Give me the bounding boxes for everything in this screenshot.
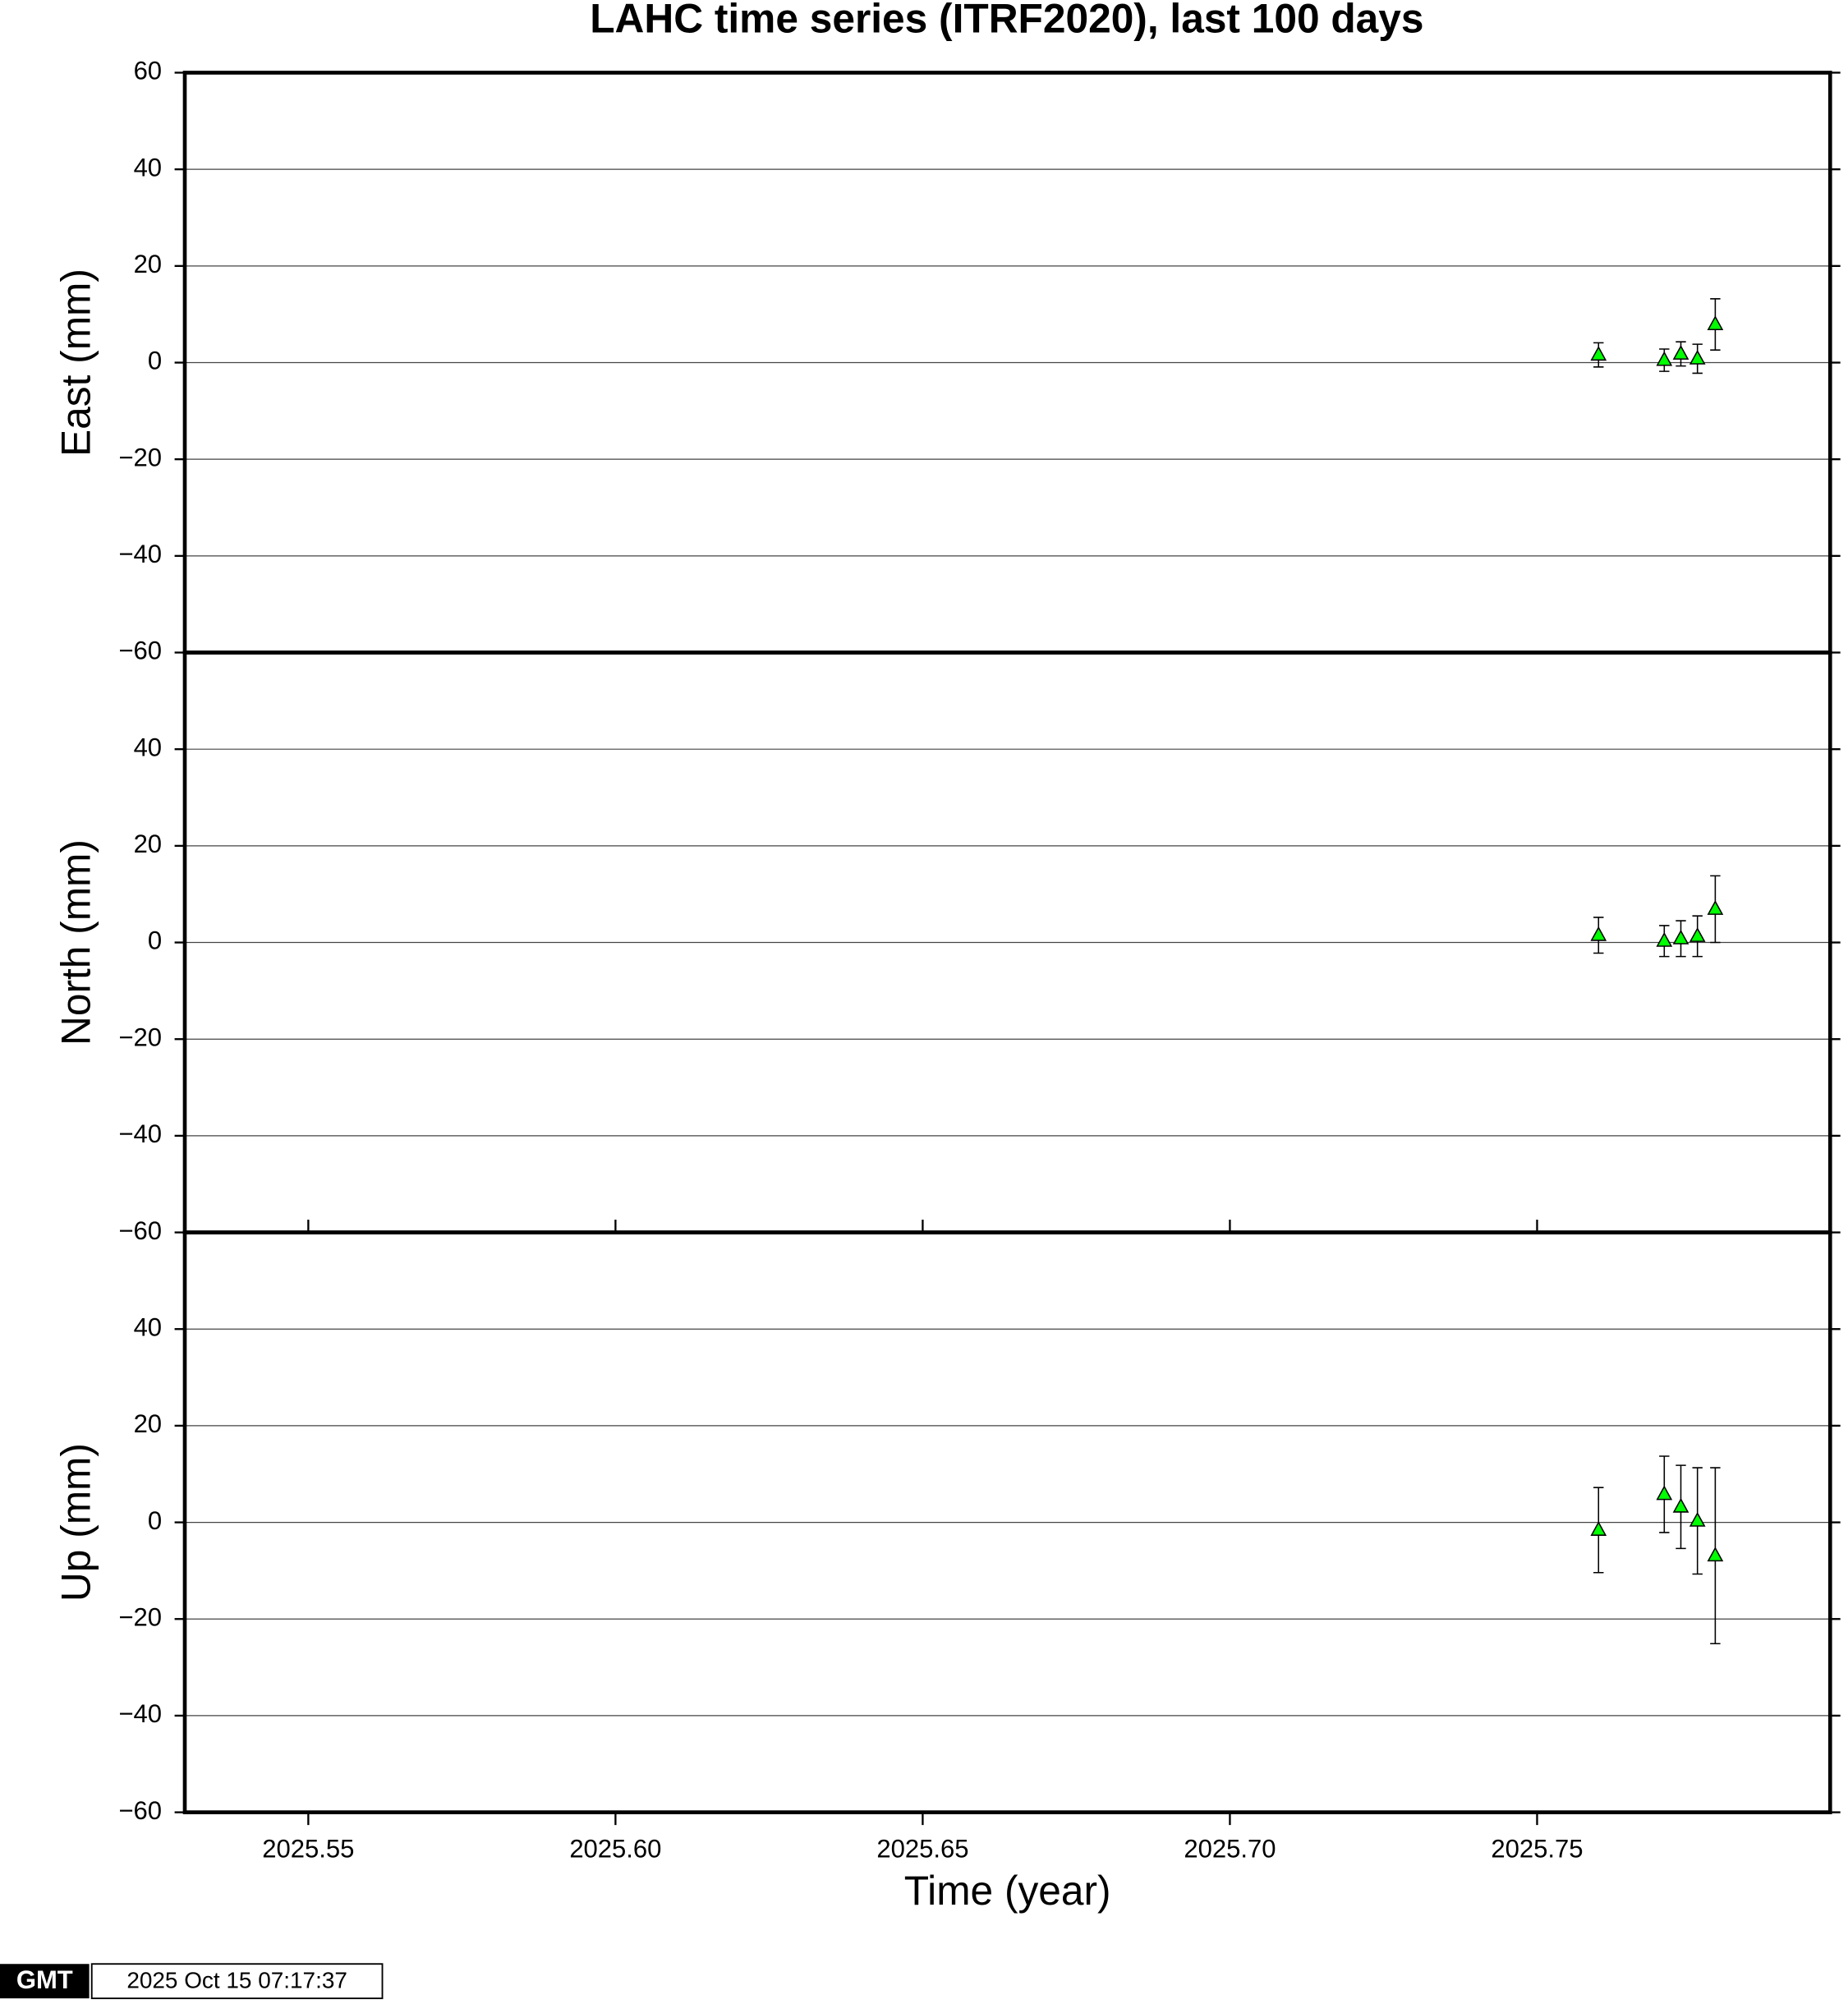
data-point [1689, 926, 1706, 942]
data-point [1689, 1511, 1706, 1527]
data-point [1672, 344, 1689, 360]
y-tick-label: −20 [118, 1023, 162, 1051]
y-tick-label: −40 [118, 1119, 162, 1148]
data-point [1707, 315, 1724, 331]
data-point [1656, 351, 1673, 366]
data-point [1707, 900, 1724, 915]
y-tick-label: −20 [118, 1602, 162, 1631]
logo-box [0, 1964, 90, 1999]
data-point [1707, 1547, 1724, 1562]
y-tick-label: 20 [134, 830, 163, 858]
y-tick-label: −60 [118, 1796, 162, 1825]
panel-frame [182, 1230, 1832, 1814]
data-point [1656, 1485, 1673, 1501]
timestamp-box [90, 1963, 384, 2000]
y-axis-label: East (mm) [53, 269, 99, 457]
data-point [1672, 929, 1689, 945]
y-tick-label: −40 [118, 540, 162, 568]
logo: GMT [16, 1965, 73, 1994]
y-tick-label: −60 [118, 637, 162, 665]
data-point [1590, 1521, 1607, 1536]
y-tick-label: −20 [118, 443, 162, 471]
y-tick-label: 40 [134, 153, 163, 182]
y-axis-label: North (mm) [53, 839, 99, 1046]
chart-title: LAHC time series (ITRF2020), last 100 da… [590, 0, 1423, 42]
x-axis-label: Time (year) [904, 1868, 1111, 1914]
data-point [1590, 926, 1607, 941]
x-tick-label: 2025.55 [262, 1834, 354, 1863]
data-point [1590, 346, 1607, 361]
timestamp: 2025 Oct 15 07:17:37 [126, 1967, 347, 1993]
y-tick-label: 20 [134, 1409, 163, 1438]
x-tick-label: 2025.60 [569, 1834, 661, 1863]
y-tick-label: 40 [134, 1312, 163, 1341]
y-tick-label: 60 [134, 57, 163, 85]
x-tick-label: 2025.75 [1491, 1834, 1583, 1863]
data-point [1672, 1497, 1689, 1513]
y-tick-label: 40 [134, 733, 163, 761]
data-point [1689, 349, 1706, 365]
y-tick-label: −40 [118, 1699, 162, 1728]
y-axis-label: Up (mm) [53, 1443, 99, 1602]
x-tick-label: 2025.70 [1184, 1834, 1276, 1863]
y-tick-label: 20 [134, 250, 163, 278]
y-tick-label: −60 [118, 1216, 162, 1245]
y-tick-label: 0 [148, 926, 162, 955]
y-tick-label: 0 [148, 347, 162, 375]
x-tick-label: 2025.65 [876, 1834, 968, 1863]
data-point [1656, 931, 1673, 947]
y-tick-label: 0 [148, 1506, 162, 1535]
